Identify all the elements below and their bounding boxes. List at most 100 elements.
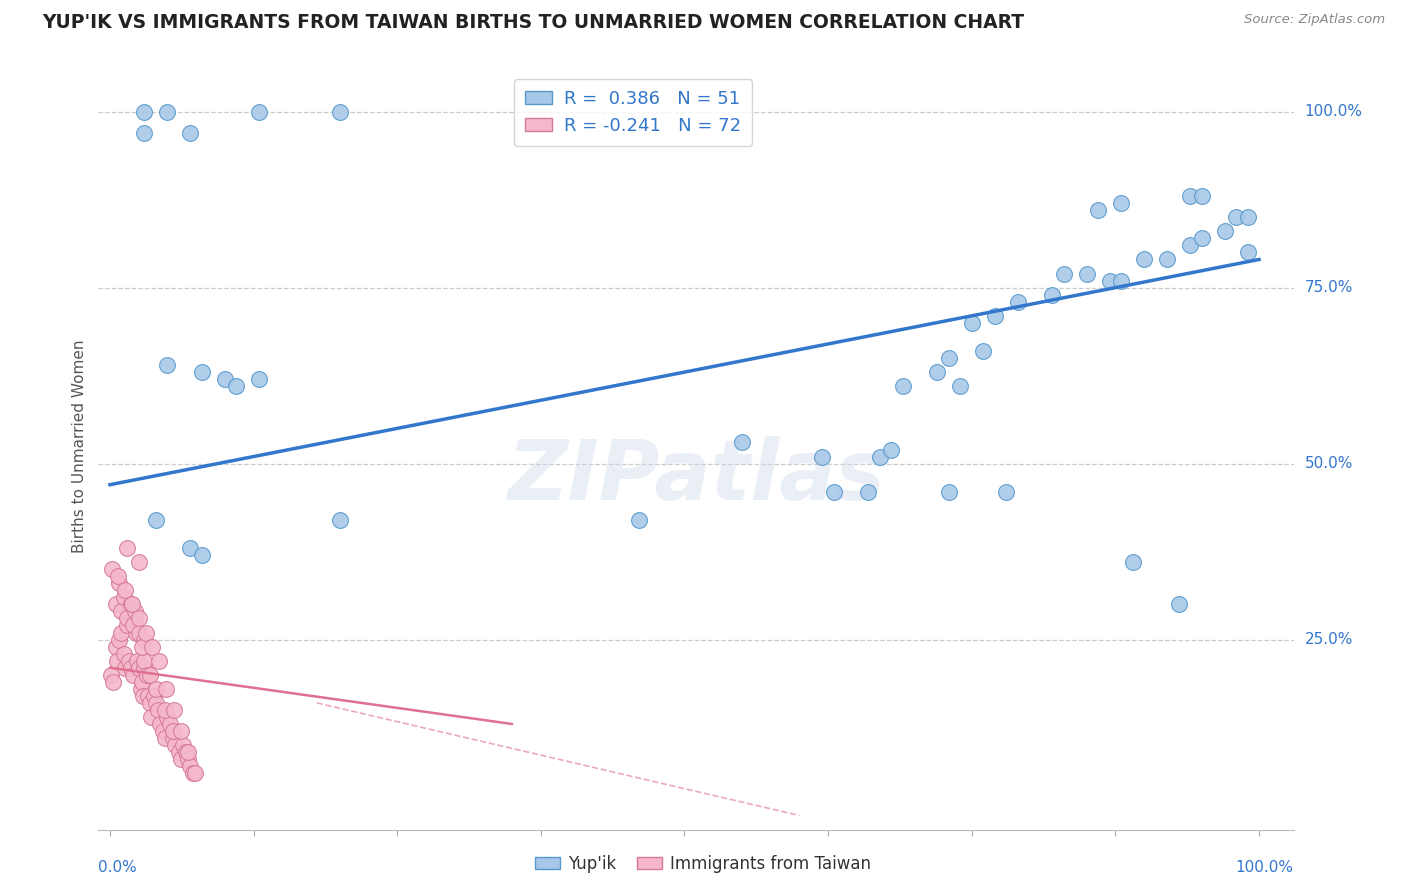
Point: [181, 766, 204, 780]
Point: [125, 625, 148, 640]
Point: [163, 703, 186, 717]
Point: [153, 731, 176, 745]
Point: [122, 667, 145, 681]
Point: [165, 738, 187, 752]
Point: [995, 484, 1018, 499]
Point: [149, 717, 172, 731]
Text: 100.0%: 100.0%: [1236, 860, 1294, 875]
Text: 0.0%: 0.0%: [98, 860, 138, 875]
Text: 50.0%: 50.0%: [1305, 456, 1353, 471]
Point: [949, 379, 972, 393]
Point: [107, 569, 129, 583]
Point: [134, 632, 156, 647]
Point: [136, 689, 159, 703]
Point: [128, 611, 150, 625]
Point: [1225, 211, 1247, 225]
Point: [177, 745, 200, 759]
Point: [1191, 189, 1213, 203]
Point: [1178, 189, 1201, 203]
Point: [103, 674, 125, 689]
Point: [938, 484, 960, 499]
Point: [108, 632, 131, 647]
Point: [101, 562, 124, 576]
Point: [155, 681, 177, 696]
Point: [172, 738, 194, 752]
Point: [984, 309, 1007, 323]
Point: [1007, 294, 1029, 309]
Point: [110, 625, 132, 640]
Point: [128, 661, 150, 675]
Point: [731, 435, 754, 450]
Point: [179, 759, 201, 773]
Point: [1133, 252, 1156, 267]
Point: [858, 484, 880, 499]
Point: [869, 450, 891, 464]
Point: [139, 667, 162, 681]
Point: [1122, 555, 1144, 569]
Point: [114, 583, 136, 598]
Point: [129, 681, 152, 696]
Point: [100, 667, 122, 681]
Point: [115, 611, 138, 625]
Point: [120, 598, 142, 612]
Point: [156, 358, 179, 372]
Point: [134, 654, 156, 668]
Point: [1040, 287, 1063, 301]
Point: [1087, 203, 1109, 218]
Point: [141, 710, 163, 724]
Point: [191, 548, 214, 562]
Point: [179, 541, 201, 555]
Point: [152, 724, 174, 739]
Point: [1191, 231, 1213, 245]
Point: [139, 696, 162, 710]
Point: [124, 611, 146, 625]
Point: [120, 661, 142, 675]
Text: 100.0%: 100.0%: [1305, 104, 1362, 120]
Point: [112, 647, 135, 661]
Point: [115, 618, 138, 632]
Point: [145, 681, 167, 696]
Point: [142, 689, 165, 703]
Point: [179, 126, 201, 140]
Legend: R =  0.386   N = 51, R = -0.241   N = 72: R = 0.386 N = 51, R = -0.241 N = 72: [513, 79, 752, 145]
Point: [927, 365, 949, 379]
Point: [1167, 598, 1189, 612]
Point: [110, 604, 132, 618]
Point: [167, 745, 190, 759]
Point: [148, 654, 170, 668]
Point: [177, 752, 200, 766]
Text: YUP'IK VS IMMIGRANTS FROM TAIWAN BIRTHS TO UNMARRIED WOMEN CORRELATION CHART: YUP'IK VS IMMIGRANTS FROM TAIWAN BIRTHS …: [42, 13, 1025, 32]
Text: 25.0%: 25.0%: [1305, 632, 1353, 647]
Point: [823, 484, 845, 499]
Point: [121, 598, 143, 612]
Text: 75.0%: 75.0%: [1305, 280, 1353, 295]
Point: [1053, 267, 1076, 281]
Point: [960, 316, 983, 330]
Point: [131, 674, 153, 689]
Point: [938, 351, 960, 365]
Point: [170, 724, 193, 739]
Point: [627, 513, 650, 527]
Text: Source: ZipAtlas.com: Source: ZipAtlas.com: [1244, 13, 1385, 27]
Point: [1156, 252, 1178, 267]
Text: ZIPatlas: ZIPatlas: [508, 436, 884, 517]
Point: [134, 661, 156, 675]
Point: [191, 365, 214, 379]
Point: [159, 717, 181, 731]
Point: [214, 372, 236, 386]
Point: [329, 513, 352, 527]
Point: [118, 654, 141, 668]
Point: [128, 555, 150, 569]
Point: [1098, 274, 1121, 288]
Point: [145, 513, 167, 527]
Point: [891, 379, 914, 393]
Point: [148, 703, 170, 717]
Point: [880, 442, 903, 457]
Point: [112, 591, 135, 605]
Point: [134, 126, 156, 140]
Point: [104, 640, 127, 654]
Point: [1178, 238, 1201, 252]
Point: [104, 598, 127, 612]
Point: [972, 343, 994, 358]
Point: [1236, 245, 1258, 260]
